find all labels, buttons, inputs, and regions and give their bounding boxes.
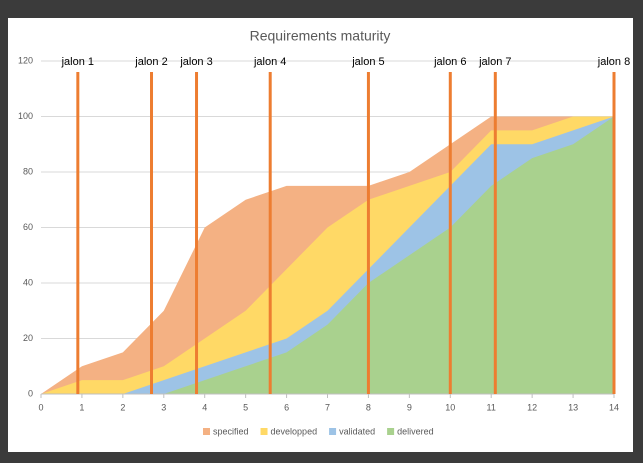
x-tick-label: 10	[445, 402, 455, 412]
y-tick-label: 0	[28, 388, 33, 398]
milestone-label: jalon 1	[61, 56, 94, 68]
x-tick-label: 3	[161, 402, 166, 412]
legend-swatch	[329, 428, 337, 435]
y-tick-label: 20	[23, 333, 33, 343]
area	[41, 116, 614, 394]
x-tick-label: 4	[202, 402, 207, 412]
legend-swatch	[260, 428, 268, 435]
x-tick-label: 8	[366, 402, 371, 412]
x-tick-label: 14	[609, 402, 619, 412]
legend-label: developped	[271, 426, 318, 436]
x-tick-label: 11	[487, 402, 496, 412]
x-tick-label: 5	[243, 402, 248, 412]
milestone-label: jalon 7	[478, 56, 511, 68]
y-tick-label: 40	[23, 277, 33, 287]
legend-label: validated	[339, 426, 375, 436]
legend-label: delivered	[397, 426, 434, 436]
milestone-label: jalon 6	[433, 56, 466, 68]
x-tick-label: 1	[79, 402, 84, 412]
x-tick-label: 9	[407, 402, 412, 412]
x-tick-label: 6	[284, 402, 289, 412]
x-tick-label: 12	[527, 402, 537, 412]
milestone-label: jalon 4	[253, 56, 286, 68]
y-tick-label: 60	[23, 222, 33, 232]
x-tick-label: 7	[325, 402, 330, 412]
milestone-label: jalon 5	[351, 56, 384, 68]
y-tick-label: 100	[18, 111, 33, 121]
milestone-label: jalon 3	[179, 56, 212, 68]
legend-swatch	[203, 428, 210, 435]
legend-swatch	[387, 428, 395, 435]
milestone-label: jalon 8	[597, 56, 630, 68]
x-tick-label: 0	[38, 402, 43, 412]
y-tick-label: 120	[18, 55, 33, 65]
x-tick-label: 2	[120, 402, 125, 412]
chart-title: Requirements maturity	[250, 28, 391, 44]
milestone-label: jalon 2	[134, 56, 167, 68]
x-tick-label: 13	[568, 402, 578, 412]
y-tick-label: 80	[23, 166, 33, 176]
legend-label: specified	[213, 426, 249, 436]
